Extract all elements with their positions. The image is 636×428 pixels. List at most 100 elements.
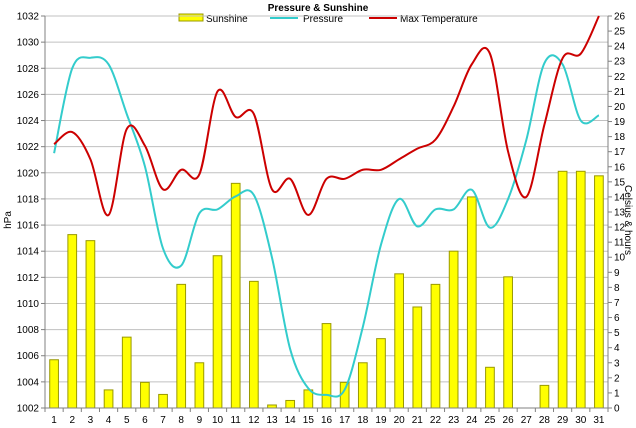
x-tick-label: 2	[69, 415, 75, 426]
x-tick-label: 18	[357, 415, 369, 426]
x-tick-label: 8	[178, 415, 184, 426]
sunshine-bar	[285, 399, 296, 409]
x-tick-label: 30	[575, 415, 587, 426]
sunshine-bar	[557, 170, 568, 409]
y-left-tick-label: 1004	[17, 377, 40, 388]
tick-labels: 1002100410061008101010121014101610181020…	[17, 12, 626, 427]
y-left-tick-label: 1016	[17, 221, 40, 232]
y-left-tick-label: 1024	[17, 116, 40, 127]
y-right-tick-label: 16	[614, 162, 626, 173]
legend: Sunshine Pressure Max Temperature	[178, 13, 478, 25]
y-left-tick-label: 1008	[17, 325, 40, 336]
y-right-tick-label: 17	[614, 147, 626, 158]
y-right-tick-label: 13	[614, 208, 626, 219]
sunshine-bar	[212, 255, 223, 409]
x-tick-label: 1	[51, 415, 57, 426]
legend-label-pressure: Pressure	[303, 14, 343, 25]
y-right-tick-label: 5	[614, 328, 620, 339]
x-tick-label: 11	[230, 415, 241, 426]
y-left-tick-label: 1026	[17, 90, 40, 101]
sunshine-bars	[49, 170, 604, 409]
legend-label-sunshine: Sunshine	[206, 14, 248, 25]
x-tick-label: 10	[212, 415, 224, 426]
y-right-tick-label: 4	[614, 343, 620, 354]
y-right-tick-label: 1	[614, 388, 620, 399]
sunshine-bar	[357, 362, 368, 409]
y-left-tick-label: 1012	[17, 273, 40, 284]
x-tick-label: 9	[197, 415, 203, 426]
x-tick-label: 3	[88, 415, 94, 426]
x-tick-label: 17	[339, 415, 351, 426]
sunshine-bar	[466, 196, 477, 409]
y-right-tick-label: 24	[614, 42, 626, 53]
max-temperature-line	[53, 15, 600, 217]
x-tick-label: 13	[266, 415, 278, 426]
y-right-tick-label: 9	[614, 268, 620, 279]
legend-swatch-sunshine	[178, 13, 204, 22]
sunshine-bar	[430, 283, 441, 409]
y-left-tick-label: 1010	[17, 299, 40, 310]
y-right-label: Celsius & hours	[622, 185, 633, 255]
y-right-tick-label: 12	[614, 223, 626, 234]
sunshine-bar	[575, 170, 586, 409]
x-tick-label: 6	[142, 415, 148, 426]
x-tick-label: 4	[106, 415, 112, 426]
y-right-tick-label: 8	[614, 283, 620, 294]
sunshine-bar	[394, 273, 405, 409]
y-left-label: hPa	[3, 211, 14, 229]
sunshine-bar	[503, 276, 513, 409]
y-right-tick-label: 3	[614, 358, 620, 369]
x-tick-label: 14	[285, 415, 297, 426]
y-right-tick-label: 22	[614, 72, 626, 83]
x-tick-label: 12	[248, 415, 260, 426]
sunshine-bar	[103, 389, 114, 409]
y-left-tick-label: 1006	[17, 351, 40, 362]
x-tick-label: 31	[593, 415, 605, 426]
sunshine-bar	[539, 384, 550, 409]
y-left-tick-label: 1014	[17, 247, 40, 258]
sunshine-bar	[140, 381, 150, 409]
sunshine-bar	[176, 283, 187, 409]
axes	[41, 15, 612, 412]
y-right-tick-label: 2	[614, 373, 620, 384]
y-right-tick-label: 26	[614, 12, 626, 23]
legend-label-max-temperature: Max Temperature	[400, 14, 478, 25]
sunshine-bar	[230, 182, 241, 409]
y-left-tick-label: 1032	[17, 12, 40, 23]
y-right-tick-label: 20	[614, 102, 626, 113]
y-right-tick-label: 15	[614, 177, 626, 188]
x-tick-label: 16	[321, 415, 333, 426]
y-left-tick-label: 1028	[17, 64, 40, 75]
x-tick-label: 26	[503, 415, 515, 426]
sunshine-bar	[67, 234, 78, 409]
sunshine-bar	[248, 280, 259, 409]
x-tick-label: 19	[375, 415, 387, 426]
chart-title: Pressure & Sunshine	[268, 3, 369, 14]
y-right-tick-label: 6	[614, 313, 620, 324]
y-right-tick-label: 10	[614, 253, 626, 264]
y-right-tick-label: 0	[614, 404, 620, 415]
sunshine-bar	[194, 362, 205, 409]
y-left-tick-label: 1002	[17, 404, 40, 415]
x-tick-label: 29	[557, 415, 569, 426]
y-right-tick-label: 7	[614, 298, 620, 309]
sunshine-bar	[49, 359, 59, 409]
x-tick-label: 21	[412, 415, 424, 426]
sunshine-bar	[594, 175, 604, 409]
pressure-line	[53, 54, 600, 398]
series-lines	[53, 15, 600, 398]
x-tick-label: 20	[394, 415, 406, 426]
y-right-tick-label: 19	[614, 117, 626, 128]
y-right-tick-label: 11	[614, 238, 625, 249]
sunshine-bar	[485, 366, 495, 409]
y-left-tick-label: 1022	[17, 142, 40, 153]
y-right-tick-label: 21	[614, 87, 626, 98]
sunshine-bar	[121, 336, 132, 409]
x-tick-label: 28	[539, 415, 551, 426]
x-tick-label: 15	[303, 415, 315, 426]
y-left-tick-label: 1030	[17, 38, 40, 49]
y-right-tick-label: 23	[614, 57, 626, 68]
x-tick-label: 5	[124, 415, 130, 426]
y-left-tick-label: 1018	[17, 194, 40, 205]
